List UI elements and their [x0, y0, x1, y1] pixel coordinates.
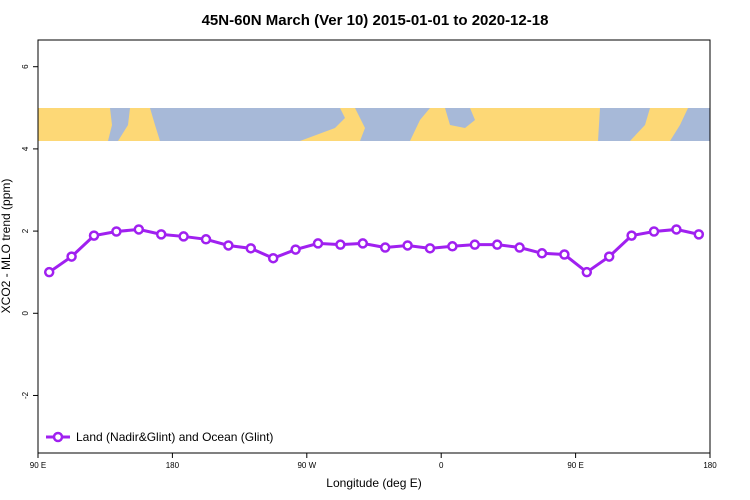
y-tick-label: 6	[21, 64, 30, 69]
point	[178, 231, 189, 242]
point	[671, 224, 682, 235]
x-tick-label: 90 W	[297, 461, 316, 470]
point	[43, 266, 55, 278]
point	[200, 234, 212, 245]
chart-title: 45N-60N March (Ver 10) 2015-01-01 to 202…	[202, 12, 549, 29]
plot-frame	[37, 39, 711, 454]
point	[536, 248, 548, 259]
point	[559, 249, 570, 260]
point	[447, 241, 458, 252]
legend-label: Land (Nadir&Glint) and Ocean (Glint)	[76, 430, 273, 444]
point	[424, 243, 436, 254]
point	[66, 251, 77, 262]
legend-marker	[52, 431, 64, 443]
y-tick-label: -2	[21, 391, 30, 399]
point	[491, 239, 503, 250]
point	[223, 240, 234, 251]
point	[379, 242, 391, 253]
x-tick-label: 180	[166, 461, 180, 470]
point	[335, 239, 346, 250]
point	[514, 242, 525, 253]
x-tick-label: 90 E	[30, 461, 46, 470]
y-tick-label: 0	[21, 311, 30, 316]
x-tick-label: 90 E	[567, 461, 583, 470]
x-tick-label: 0	[439, 461, 444, 470]
point	[402, 240, 413, 251]
series-line	[48, 227, 700, 275]
point	[155, 229, 167, 240]
point	[312, 238, 324, 249]
y-tick-label: 2	[21, 228, 30, 233]
point	[111, 226, 122, 237]
point	[603, 251, 615, 262]
point	[469, 239, 481, 250]
map-strip	[38, 108, 710, 141]
point	[357, 238, 369, 249]
point	[290, 244, 301, 255]
point	[245, 243, 257, 254]
point	[693, 229, 705, 240]
y-tick-label: 4	[21, 146, 30, 151]
point	[648, 226, 660, 237]
y-axis-label: XCO2 - MLO trend (ppm)	[0, 179, 13, 314]
point	[267, 252, 279, 264]
x-tick-label: 180	[703, 461, 717, 470]
point	[133, 224, 145, 235]
x-axis-label: Longitude (deg E)	[326, 476, 421, 490]
point	[626, 230, 637, 241]
point	[88, 230, 100, 241]
point	[581, 266, 593, 278]
